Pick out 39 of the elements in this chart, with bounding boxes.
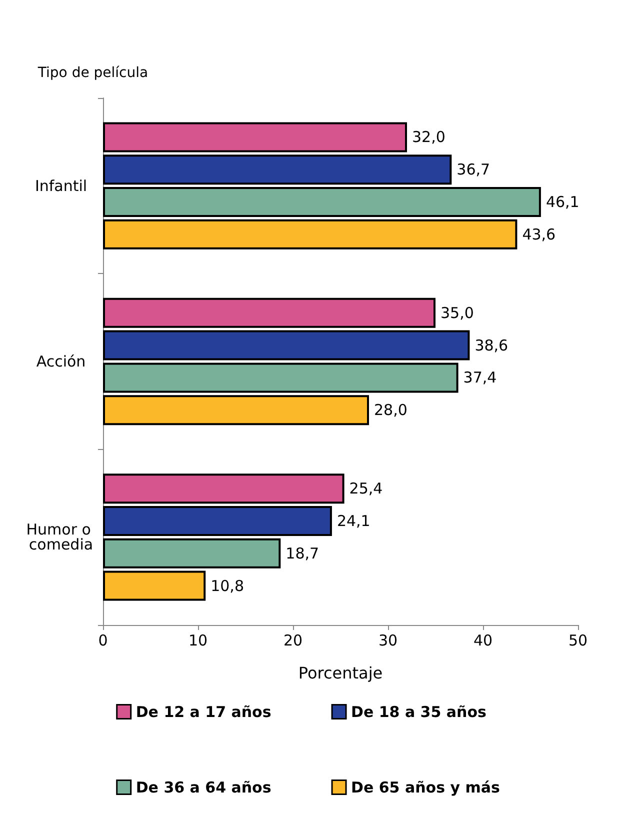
x-axis-title: Porcentaje [298, 664, 383, 682]
bar [103, 298, 436, 328]
data-label: 28,0 [374, 401, 408, 420]
x-tick-label: 0 [98, 632, 108, 650]
bar [103, 219, 518, 250]
bar [103, 474, 344, 504]
x-tick-label: 30 [378, 632, 398, 650]
legend-label: De 36 a 64 años [136, 778, 272, 796]
bar [103, 538, 281, 568]
legend-label: De 18 a 35 años [351, 702, 487, 721]
y-tick-label: Infantil [34, 176, 88, 195]
bar [103, 395, 369, 426]
legend-label: De 12 a 17 años [136, 702, 272, 721]
data-label: 38,6 [474, 336, 508, 354]
y-tick-label: Acción [36, 352, 86, 370]
data-label: 25,4 [349, 480, 383, 498]
x-tick-label: 50 [568, 632, 588, 650]
data-label: 36,7 [456, 160, 490, 179]
x-tick-label: 40 [473, 632, 493, 650]
data-label: 43,6 [522, 225, 556, 244]
bar [103, 154, 452, 185]
x-tick-label: 20 [283, 632, 303, 650]
data-label: 37,4 [463, 368, 497, 387]
bar [103, 506, 332, 536]
data-label: 24,1 [336, 512, 370, 530]
bar [103, 122, 407, 152]
bar [103, 570, 206, 601]
data-label: 46,1 [546, 193, 580, 212]
legend-label: De 65 años y más [351, 778, 500, 796]
data-label: 35,0 [440, 304, 474, 322]
x-tick-label: 10 [188, 632, 208, 650]
data-label: 32,0 [412, 128, 446, 146]
bar [103, 330, 470, 360]
data-label: 18,7 [286, 544, 320, 562]
y-tick-label: Humor o comedia [26, 520, 96, 554]
bar [103, 362, 458, 393]
bar [103, 187, 541, 218]
y-axis-title: Tipo de película [36, 65, 148, 81]
data-label: 10,8 [210, 576, 244, 595]
